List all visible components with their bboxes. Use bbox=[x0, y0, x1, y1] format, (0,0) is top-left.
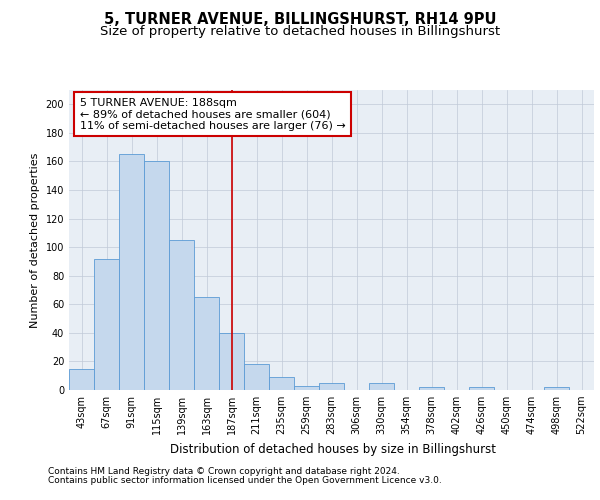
Bar bbox=[169, 240, 194, 390]
Bar bbox=[369, 383, 394, 390]
Text: Contains public sector information licensed under the Open Government Licence v3: Contains public sector information licen… bbox=[48, 476, 442, 485]
Text: Size of property relative to detached houses in Billingshurst: Size of property relative to detached ho… bbox=[100, 25, 500, 38]
Bar bbox=[244, 364, 269, 390]
Text: Contains HM Land Registry data © Crown copyright and database right 2024.: Contains HM Land Registry data © Crown c… bbox=[48, 467, 400, 476]
Bar bbox=[119, 154, 144, 390]
Bar bbox=[269, 377, 294, 390]
Bar bbox=[69, 368, 94, 390]
Bar bbox=[469, 387, 494, 390]
Bar bbox=[419, 387, 444, 390]
Y-axis label: Number of detached properties: Number of detached properties bbox=[30, 152, 40, 328]
Bar bbox=[219, 333, 244, 390]
Bar bbox=[144, 162, 169, 390]
Text: 5 TURNER AVENUE: 188sqm
← 89% of detached houses are smaller (604)
11% of semi-d: 5 TURNER AVENUE: 188sqm ← 89% of detache… bbox=[79, 98, 345, 130]
Text: Distribution of detached houses by size in Billingshurst: Distribution of detached houses by size … bbox=[170, 442, 496, 456]
Text: 5, TURNER AVENUE, BILLINGSHURST, RH14 9PU: 5, TURNER AVENUE, BILLINGSHURST, RH14 9P… bbox=[104, 12, 496, 28]
Bar bbox=[319, 383, 344, 390]
Bar bbox=[294, 386, 319, 390]
Bar bbox=[194, 297, 219, 390]
Bar bbox=[544, 387, 569, 390]
Bar bbox=[94, 258, 119, 390]
